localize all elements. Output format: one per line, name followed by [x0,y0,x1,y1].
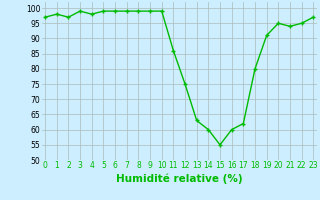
X-axis label: Humidité relative (%): Humidité relative (%) [116,173,243,184]
